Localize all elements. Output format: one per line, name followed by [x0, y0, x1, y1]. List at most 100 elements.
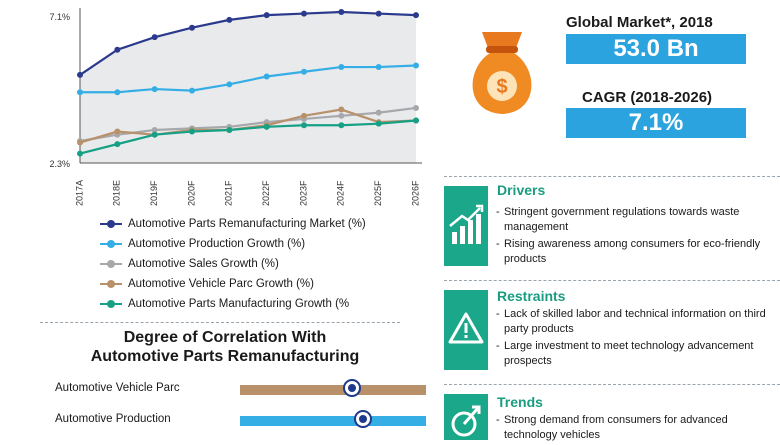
data-point	[226, 81, 233, 88]
cagr-label: CAGR (2018-2026)	[582, 89, 713, 106]
data-point	[226, 126, 233, 133]
data-point	[413, 104, 419, 111]
correlation-bar	[240, 410, 426, 428]
data-point	[413, 117, 419, 124]
data-point	[189, 128, 195, 135]
list-item: Rising awareness among consumers for eco…	[496, 237, 780, 267]
data-point	[226, 16, 233, 23]
legend-item: Automotive Parts Manufacturing Growth (%	[100, 294, 430, 314]
svg-text:$: $	[496, 76, 507, 98]
global-market-label: Global Market*, 2018	[566, 14, 713, 31]
x-tick-label: 2022F	[261, 180, 271, 206]
data-point	[77, 89, 83, 96]
x-tick-label: 2023F	[298, 180, 308, 206]
trends-icon-tile	[444, 394, 488, 440]
data-point	[375, 120, 382, 127]
legend-item: Automotive Parts Remanufacturing Market …	[100, 214, 430, 234]
x-tick-label: 2025F	[373, 180, 383, 206]
correlation-label: Automotive Vehicle Parc	[55, 382, 180, 394]
data-point	[77, 150, 83, 157]
x-tick-label: 2024F	[336, 180, 346, 206]
list-item: Strong demand from consumers for advance…	[496, 413, 780, 443]
trends-title: Trends	[497, 394, 543, 410]
data-point	[301, 112, 307, 119]
list-item: Lack of skilled labor and technical info…	[496, 307, 780, 337]
series-line	[79, 119, 417, 155]
correlation-title-line2: Automotive Parts Remanufacturing	[90, 348, 360, 365]
data-point	[338, 64, 345, 71]
data-point	[114, 128, 121, 135]
legend-marker	[100, 219, 122, 229]
data-point	[189, 24, 195, 31]
legend-label: Automotive Parts Remanufacturing Market …	[128, 218, 366, 230]
legend-marker	[100, 299, 122, 309]
data-point	[189, 87, 195, 94]
y-tick-label-top: 7.1%	[49, 12, 70, 22]
x-tick-label: 2018E	[112, 180, 122, 206]
data-point	[114, 46, 121, 53]
trend-arrow-icon	[451, 405, 481, 437]
legend-item: Automotive Vehicle Parc Growth (%)	[100, 274, 430, 294]
series-line	[79, 10, 417, 76]
data-point	[375, 10, 382, 17]
trends-list: Strong demand from consumers for advance…	[496, 413, 780, 445]
data-point	[338, 112, 345, 119]
data-point	[151, 34, 158, 41]
data-point	[413, 62, 419, 69]
data-point	[301, 10, 307, 17]
correlation-label: Automotive Production	[55, 413, 171, 425]
x-tick-label: 2019F	[149, 180, 159, 206]
legend-item: Automotive Sales Growth (%)	[100, 254, 430, 274]
line-chart: 7.1% 2.3% 2017A 2018E 2019F 2020F 2021F 2022F 20…	[49, 8, 422, 206]
correlation-knob	[353, 410, 372, 428]
legend-item: Automotive Production Growth (%)	[100, 234, 430, 254]
data-point	[151, 131, 158, 138]
data-point	[338, 106, 345, 113]
data-point	[77, 71, 83, 78]
data-point	[338, 9, 345, 15]
restraints-icon-tile	[444, 290, 488, 370]
drivers-icon-tile	[444, 186, 488, 266]
data-point	[151, 86, 158, 93]
legend-label: Automotive Parts Manufacturing Growth (%	[128, 298, 350, 310]
legend-marker	[100, 239, 122, 249]
data-point	[375, 109, 382, 116]
cagr-value: 7.1%	[566, 108, 746, 138]
data-point	[263, 73, 270, 80]
list-item: Stringent government regulations towards…	[496, 205, 780, 235]
x-tick-label: 2026F	[410, 180, 420, 206]
correlation-row-production: Automotive Production	[40, 410, 426, 431]
panel-divider	[444, 280, 780, 281]
legend-label: Automotive Production Growth (%)	[128, 238, 306, 250]
growth-chart-icon	[449, 204, 484, 244]
correlation-title: Degree of Correlation With Automotive Pa…	[40, 328, 410, 366]
data-point	[301, 68, 307, 75]
data-point	[263, 12, 270, 19]
panel-divider	[444, 176, 780, 177]
correlation-knob	[342, 379, 361, 397]
restraints-list: Lack of skilled labor and technical info…	[496, 307, 780, 371]
data-point	[413, 12, 419, 19]
list-item: Large investment to meet technology adva…	[496, 339, 780, 369]
correlation-row-vehicle-parc: Automotive Vehicle Parc	[40, 379, 426, 400]
legend-label: Automotive Vehicle Parc Growth (%)	[128, 278, 314, 290]
x-tick-label: 2017A	[74, 180, 84, 206]
y-tick-label-bottom: 2.3%	[49, 159, 70, 169]
data-point	[151, 126, 158, 133]
legend-marker	[100, 259, 122, 269]
panel-divider	[444, 384, 780, 385]
money-bag-icon: $	[472, 32, 532, 114]
legend-label: Automotive Sales Growth (%)	[128, 258, 279, 270]
warning-icon	[448, 312, 484, 344]
correlation-title-line1: Degree of Correlation With	[123, 329, 327, 346]
chart-legend: Automotive Parts Remanufacturing Market …	[100, 214, 430, 314]
data-point	[263, 123, 270, 130]
global-market-value: 53.0 Bn	[566, 34, 746, 64]
data-point	[338, 122, 345, 129]
drivers-list: Stringent government regulations towards…	[496, 205, 780, 269]
x-tick-label: 2021F	[224, 180, 234, 206]
legend-marker	[100, 279, 122, 289]
data-point	[114, 89, 121, 96]
restraints-title: Restraints	[497, 288, 566, 304]
data-point	[114, 141, 121, 148]
